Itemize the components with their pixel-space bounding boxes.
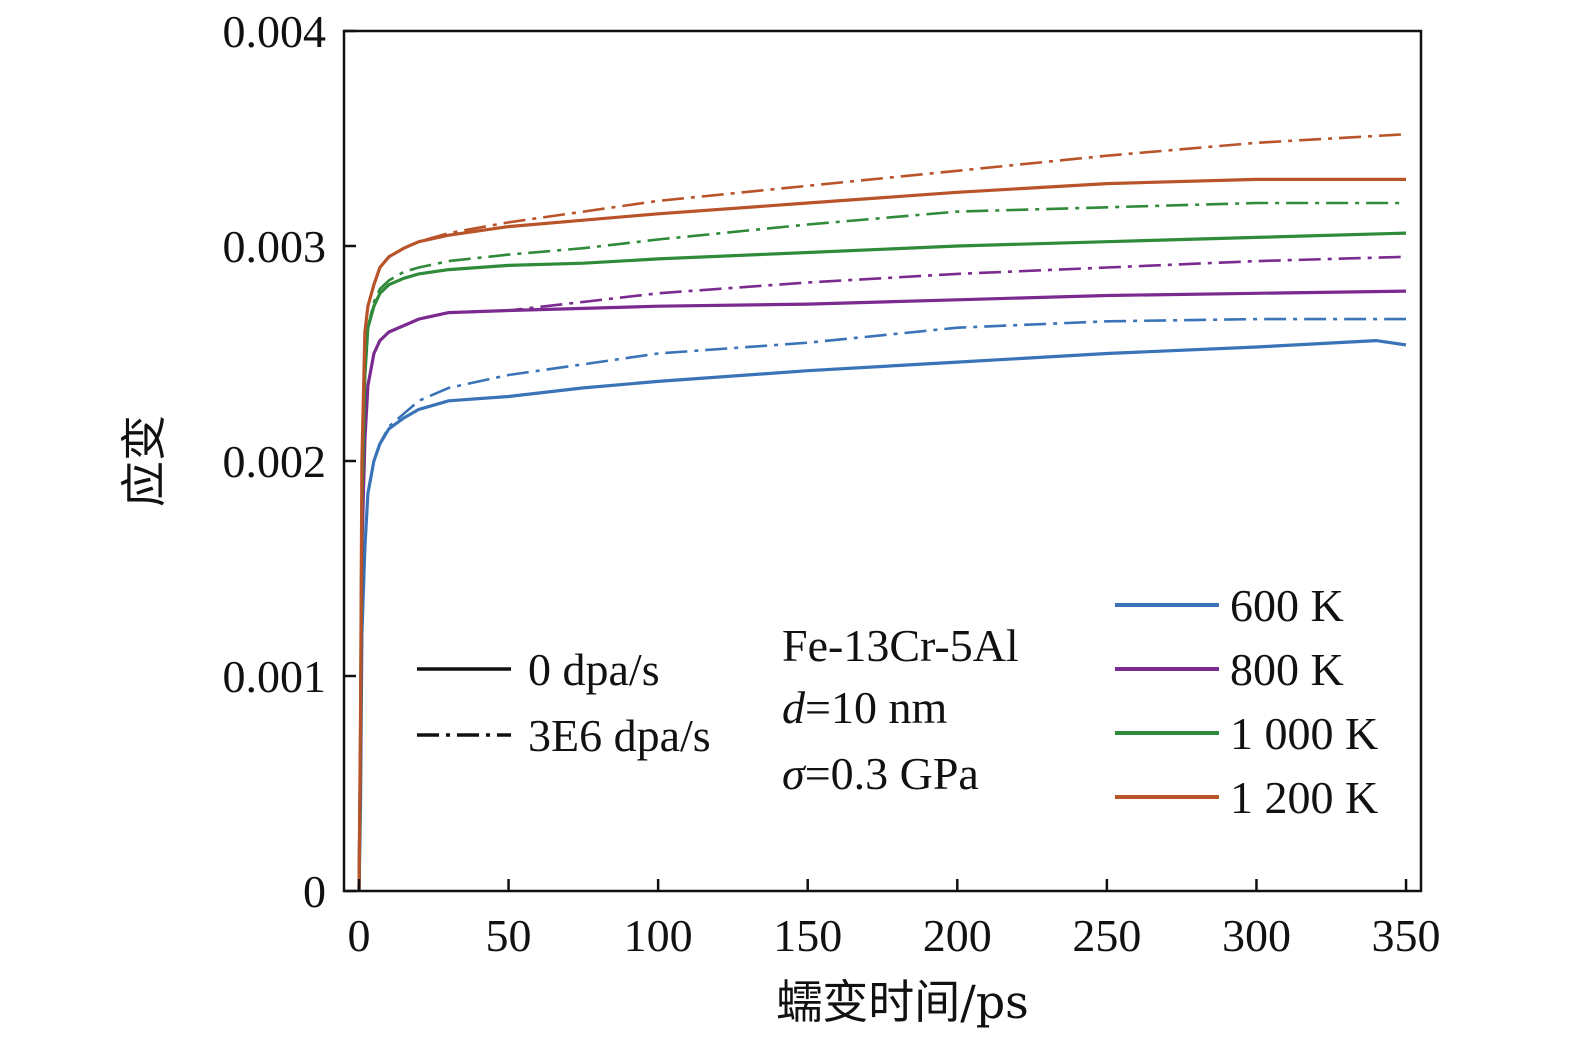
stress-label: σ=0.3 GPa: [782, 748, 979, 799]
series-line-2: [357, 317, 1406, 892]
x-axis-title: 蠕变时间/ps: [776, 975, 1029, 1029]
x-tick-label: 350: [1372, 910, 1441, 961]
series-line-1: [357, 339, 1407, 892]
y-tick-label: 0: [303, 866, 326, 917]
stress-value: =0.3 GPa: [805, 748, 979, 799]
legend-label-dashdot: 3E6 dpa/s: [528, 710, 711, 761]
condition-annotation: Fe-13Cr-5Al d=10 nm σ=0.3 GPa: [782, 620, 1019, 799]
series-layer: [357, 132, 1407, 892]
x-tick-label: 300: [1222, 910, 1291, 961]
line-style-legend: 0 dpa/s 3E6 dpa/s: [417, 644, 711, 761]
grain-size-value: =10 nm: [805, 682, 947, 733]
legend-label-temperature: 1 000 K: [1230, 708, 1378, 759]
x-tick-label: 50: [486, 910, 532, 961]
grain-size-label: d=10 nm: [782, 682, 947, 733]
x-tick-label: 100: [624, 910, 693, 961]
grain-size-symbol: d: [782, 682, 806, 733]
legend-label-temperature: 1 200 K: [1230, 772, 1378, 823]
x-tick-label: 0: [347, 910, 370, 961]
legend-label-temperature: 800 K: [1230, 644, 1344, 695]
material-label: Fe-13Cr-5Al: [782, 620, 1019, 671]
x-tick-label: 200: [923, 910, 992, 961]
series-line-7: [357, 177, 1406, 892]
stress-symbol: σ: [782, 748, 807, 799]
series-line-6: [357, 201, 1406, 892]
y-tick-label: 0.002: [223, 436, 327, 487]
y-axis-title: 应变: [117, 415, 171, 507]
legend-label-solid: 0 dpa/s: [528, 644, 660, 695]
ticks-layer: 0 50 100 150 200 250 300 350 0 0.001 0.002 0.003 0.0…: [223, 6, 1441, 961]
temperature-legend: 600 K 800 K 1 000 K 1 200 K: [1115, 580, 1378, 823]
x-tick-label: 150: [773, 910, 842, 961]
y-tick-label: 0.004: [223, 6, 327, 57]
y-tick-label: 0.001: [223, 651, 327, 702]
x-tick-label: 250: [1072, 910, 1141, 961]
series-line-8: [357, 132, 1407, 892]
legend-label-temperature: 600 K: [1230, 580, 1344, 631]
y-tick-label: 0.003: [223, 221, 327, 272]
